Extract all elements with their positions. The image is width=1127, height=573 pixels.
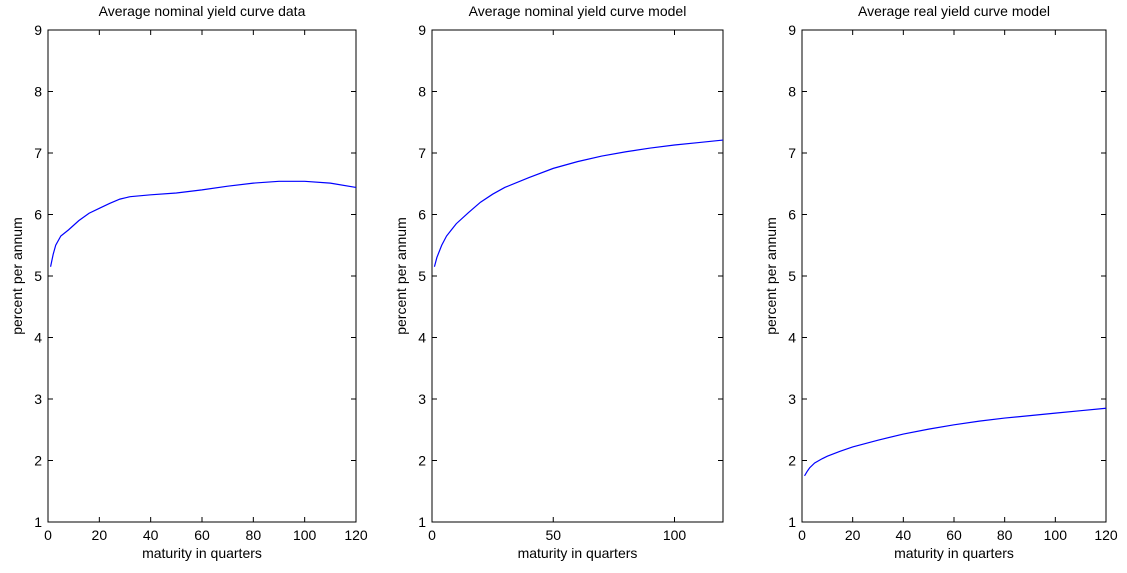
y-tick-label: 1 — [34, 514, 42, 530]
y-tick-label: 8 — [788, 84, 796, 100]
y-tick-label: 2 — [418, 453, 426, 469]
x-tick-label: 20 — [845, 527, 861, 543]
x-axis-label: maturity in quarters — [894, 545, 1014, 561]
y-tick-label: 3 — [34, 391, 42, 407]
chart-title: Average nominal yield curve data — [99, 3, 306, 19]
series-line — [433, 139, 724, 267]
y-tick-label: 6 — [788, 207, 796, 223]
x-axis-label: maturity in quarters — [518, 545, 638, 561]
y-tick-label: 5 — [788, 268, 796, 284]
y-tick-label: 1 — [788, 514, 796, 530]
x-tick-label: 50 — [545, 527, 561, 543]
x-tick-label: 120 — [344, 527, 368, 543]
series-line — [804, 407, 1107, 477]
x-tick-label: 20 — [92, 527, 108, 543]
x-tick-label: 0 — [44, 527, 52, 543]
y-tick-label: 7 — [34, 145, 42, 161]
series-line — [49, 180, 357, 267]
y-tick-label: 9 — [418, 22, 426, 38]
y-tick-label: 3 — [788, 391, 796, 407]
x-tick-label: 60 — [946, 527, 962, 543]
x-tick-label: 80 — [246, 527, 262, 543]
x-tick-label: 60 — [194, 527, 210, 543]
x-tick-label: 40 — [896, 527, 912, 543]
y-tick-label: 4 — [788, 330, 796, 346]
x-tick-label: 40 — [143, 527, 159, 543]
y-tick-label: 6 — [418, 207, 426, 223]
y-tick-label: 9 — [34, 22, 42, 38]
y-tick-label: 9 — [788, 22, 796, 38]
x-tick-label: 100 — [293, 527, 317, 543]
y-tick-label: 4 — [34, 330, 42, 346]
y-axis-label: percent per annum — [393, 217, 409, 335]
y-axis-label: percent per annum — [763, 217, 779, 335]
x-tick-label: 80 — [997, 527, 1013, 543]
y-tick-label: 8 — [418, 84, 426, 100]
chart-nominal-data: Average nominal yield curve data maturit… — [9, 3, 368, 561]
y-tick-label: 7 — [788, 145, 796, 161]
y-tick-label: 3 — [418, 391, 426, 407]
y-tick-label: 5 — [34, 268, 42, 284]
y-tick-label: 7 — [418, 145, 426, 161]
x-axis-label: maturity in quarters — [142, 545, 262, 561]
chart-title: Average real yield curve model — [858, 3, 1050, 19]
y-tick-label: 1 — [418, 514, 426, 530]
chart-real-model: Average real yield curve model maturity … — [763, 3, 1118, 561]
x-tick-label: 100 — [1044, 527, 1068, 543]
x-tick-label: 120 — [1094, 527, 1118, 543]
plot-frame — [47, 29, 357, 523]
x-tick-label: 100 — [663, 527, 687, 543]
chart-nominal-model: Average nominal yield curve model maturi… — [393, 3, 724, 561]
plot-frame — [431, 29, 724, 523]
x-tick-label: 0 — [428, 527, 436, 543]
y-axis-label: percent per annum — [9, 217, 25, 335]
x-tick-label: 0 — [798, 527, 806, 543]
y-tick-label: 2 — [34, 453, 42, 469]
y-tick-label: 2 — [788, 453, 796, 469]
y-tick-label: 5 — [418, 268, 426, 284]
y-tick-label: 8 — [34, 84, 42, 100]
y-tick-label: 4 — [418, 330, 426, 346]
y-tick-label: 6 — [34, 207, 42, 223]
chart-title: Average nominal yield curve model — [469, 3, 687, 19]
